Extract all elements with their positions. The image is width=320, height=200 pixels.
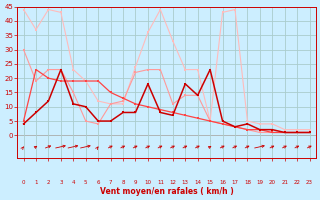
- X-axis label: Vent moyen/en rafales ( km/h ): Vent moyen/en rafales ( km/h ): [100, 187, 234, 196]
